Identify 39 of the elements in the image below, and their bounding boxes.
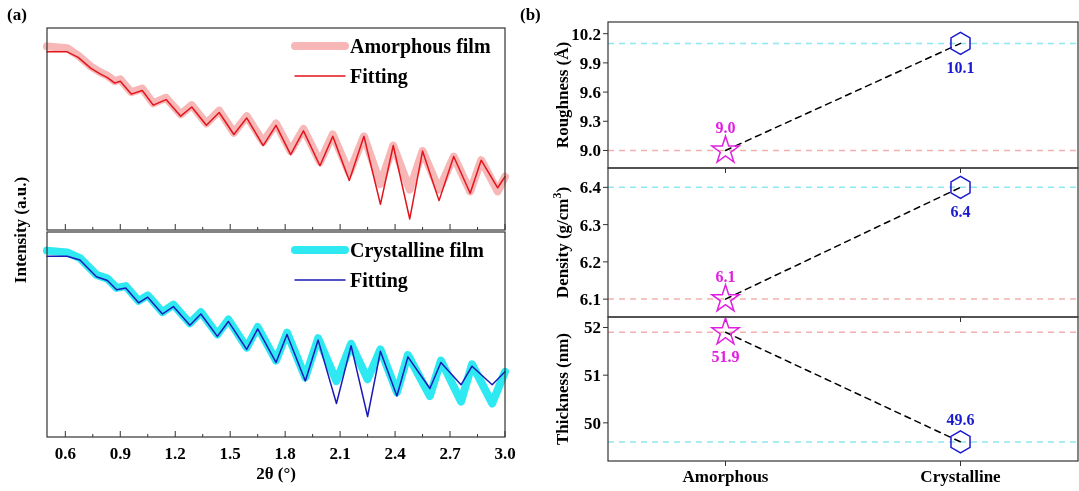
x-tick-label: 2.1 [329,444,351,463]
x-tick-label: 1.8 [274,444,296,463]
data-label: 6.4 [950,203,971,221]
data-label: 49.6 [946,410,975,428]
text: (a) [7,5,27,24]
x-axis-title: 2θ (°) [256,464,296,483]
y-axis-title: Thickness (nm) [553,333,572,445]
x-tick-label: 1.5 [219,444,241,463]
text: (b) [520,5,541,24]
y-tick-label: 10.2 [571,24,601,44]
y-axis-title: Intensity (a.u.) [11,176,30,284]
y-tick-label: 50 [584,413,601,433]
x-tick-label: 0.9 [109,444,131,463]
x-tick-label: 3.0 [494,444,516,463]
y-tick-label: 6.1 [579,290,601,310]
data-label: 9.0 [715,119,736,137]
y-tick-label: 6.3 [579,215,601,235]
y-tick-label: 6.2 [579,252,601,272]
y-tick-label: 9.3 [579,112,601,132]
data-label: 6.1 [715,268,736,286]
x-tick-label: 2.7 [439,444,462,463]
legend-label: Crystalline film [350,239,485,262]
x-tick-label: 2.4 [384,444,407,463]
data-label: 10.1 [946,59,975,77]
y-tick-label: 6.4 [579,178,602,198]
y-axis-title: Roughness (Å) [553,41,572,149]
data-label: 51.9 [711,348,740,366]
y-tick-label: 9.6 [579,83,601,103]
x-tick-label: 0.6 [54,444,76,463]
y-tick-label: 9.9 [579,53,601,73]
x-tick-label: Amorphous [682,467,769,486]
legend-label: Fitting [350,65,408,88]
y-tick-label: 52 [584,318,601,338]
x-tick-label: 1.2 [164,444,186,463]
y-tick-label: 9.0 [579,141,601,161]
x-tick-label: Crystalline [920,467,1002,486]
legend-label: Fitting [350,269,408,292]
y-tick-label: 51 [584,366,601,386]
legend-label: Amorphous film [350,35,491,58]
